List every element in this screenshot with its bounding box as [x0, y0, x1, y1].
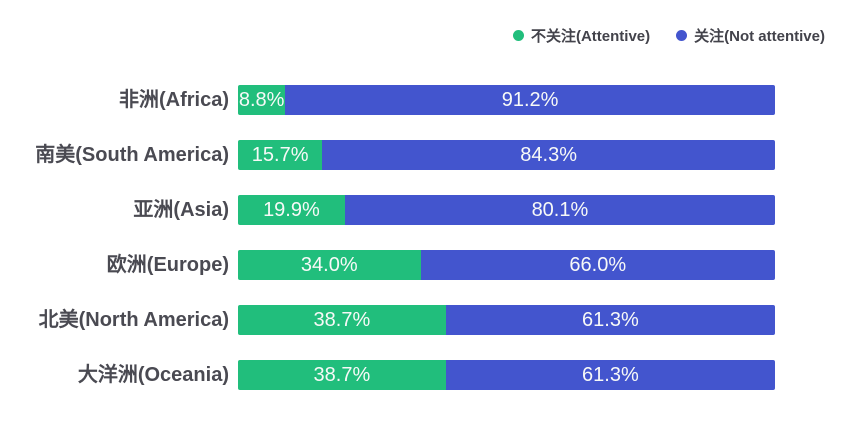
- bar-row: 亚洲(Asia) 19.9% 80.1%: [0, 195, 775, 225]
- bar-row: 欧洲(Europe) 34.0% 66.0%: [0, 250, 775, 280]
- bar-value-label: 19.9%: [263, 199, 320, 221]
- stacked-bar: 38.7% 61.3%: [238, 360, 775, 390]
- bar-segment-not-attentive: 61.3%: [445, 305, 775, 335]
- bar-value-label: 34.0%: [300, 254, 358, 276]
- bar-value-label: 61.3%: [582, 364, 639, 386]
- category-label: 亚洲(Asia): [133, 199, 229, 221]
- bar-segment-not-attentive: 66.0%: [420, 250, 775, 280]
- category-label: 欧洲(Europe): [106, 254, 229, 276]
- bar-value-label: 15.7%: [251, 144, 309, 166]
- bar-row: 北美(North America) 38.7% 61.3%: [0, 305, 775, 335]
- bar-segment-not-attentive: 80.1%: [344, 195, 775, 225]
- bar-segment-not-attentive: 84.3%: [322, 140, 775, 170]
- category-label: 南美(South America): [35, 144, 229, 166]
- stacked-bar: 34.0% 66.0%: [238, 250, 775, 280]
- bar-segment-not-attentive: 91.2%: [285, 85, 775, 115]
- bar-row: 非洲(Africa) 8.8% 91.2%: [0, 85, 775, 115]
- category-label: 北美(North America): [38, 309, 229, 331]
- bar-row: 南美(South America) 15.7% 84.3%: [0, 140, 775, 170]
- legend: 不关注(Attentive) 关注(Not attentive): [512, 25, 825, 46]
- legend-label: 关注(Not attentive): [694, 28, 825, 45]
- bar-value-label: 8.8%: [238, 89, 285, 111]
- bar-segment-attentive: 38.7%: [238, 305, 446, 335]
- stacked-bar: 38.7% 61.3%: [238, 305, 775, 335]
- legend-item[interactable]: 不关注(Attentive): [512, 25, 651, 46]
- legend-dot-icon: [676, 30, 688, 41]
- chart-rows: 非洲(Africa) 8.8% 91.2% 南美(South America) …: [0, 85, 775, 415]
- stacked-bar: 19.9% 80.1%: [238, 195, 775, 225]
- bar-value-label: 84.3%: [520, 144, 577, 166]
- bar-value-label: 38.7%: [313, 309, 371, 331]
- bar-value-label: 80.1%: [531, 199, 589, 221]
- bar-segment-not-attentive: 61.3%: [445, 360, 775, 390]
- bar-segment-attentive: 34.0%: [238, 250, 421, 280]
- legend-label: 不关注(Attentive): [530, 28, 651, 45]
- bar-row: 大洋洲(Oceania) 38.7% 61.3%: [0, 360, 775, 390]
- legend-dot-icon: [512, 30, 524, 41]
- stacked-bar: 8.8% 91.2%: [238, 85, 775, 115]
- bar-segment-attentive: 38.7%: [238, 360, 446, 390]
- bar-segment-attentive: 8.8%: [238, 85, 286, 115]
- stacked-bar: 15.7% 84.3%: [238, 140, 775, 170]
- bar-value-label: 61.3%: [582, 309, 639, 331]
- bar-segment-attentive: 19.9%: [238, 195, 345, 225]
- category-label: 非洲(Africa): [118, 89, 229, 111]
- category-label: 大洋洲(Oceania): [77, 364, 229, 386]
- bar-value-label: 66.0%: [569, 254, 627, 276]
- legend-item[interactable]: 关注(Not attentive): [676, 25, 825, 46]
- bar-value-label: 91.2%: [501, 89, 559, 111]
- bar-segment-attentive: 15.7%: [238, 140, 323, 170]
- bar-value-label: 38.7%: [313, 364, 371, 386]
